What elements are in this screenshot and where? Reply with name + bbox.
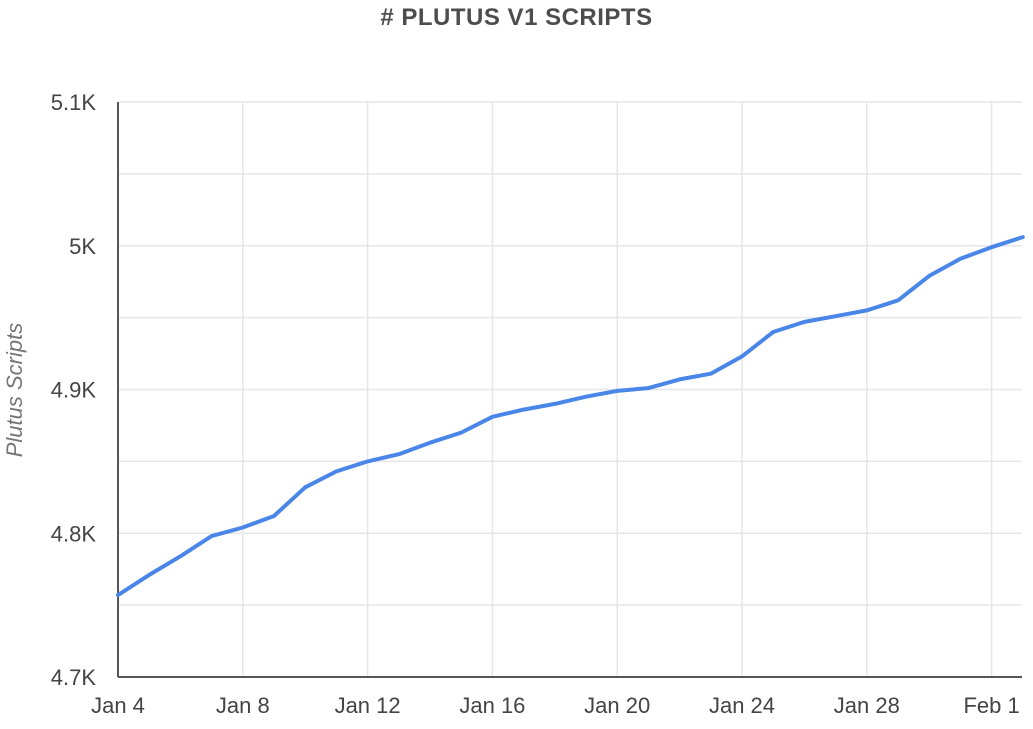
y-tick-label: 4.9K bbox=[51, 378, 97, 403]
y-tick-label: 5.1K bbox=[51, 90, 97, 115]
x-tick-label: Feb 1 bbox=[963, 693, 1019, 718]
x-tick-label: Jan 4 bbox=[91, 693, 145, 718]
y-tick-label: 4.8K bbox=[51, 521, 97, 546]
x-tick-label: Jan 28 bbox=[834, 693, 900, 718]
grid-lines bbox=[118, 101, 1022, 677]
x-tick-label: Jan 24 bbox=[709, 693, 775, 718]
x-tick-label: Jan 8 bbox=[216, 693, 270, 718]
series-line bbox=[116, 235, 1025, 598]
tick-labels: 4.7K 4.8K 4.9K 5K 5.1K Jan 4 Jan 8 Jan 12 Jan 16… bbox=[51, 90, 1020, 718]
x-tick-label: Jan 20 bbox=[584, 693, 650, 718]
x-tick-label: Jan 16 bbox=[459, 693, 525, 718]
y-tick-label: 5K bbox=[69, 234, 96, 259]
series-layer bbox=[116, 235, 1025, 598]
chart-title: # PLUTUS V1 SCRIPTS bbox=[380, 4, 653, 31]
y-tick-label: 4.7K bbox=[51, 665, 97, 690]
x-tick-label: Jan 12 bbox=[335, 693, 401, 718]
axes bbox=[117, 102, 1022, 678]
y-axis-title: Plutus Scripts bbox=[2, 323, 27, 458]
